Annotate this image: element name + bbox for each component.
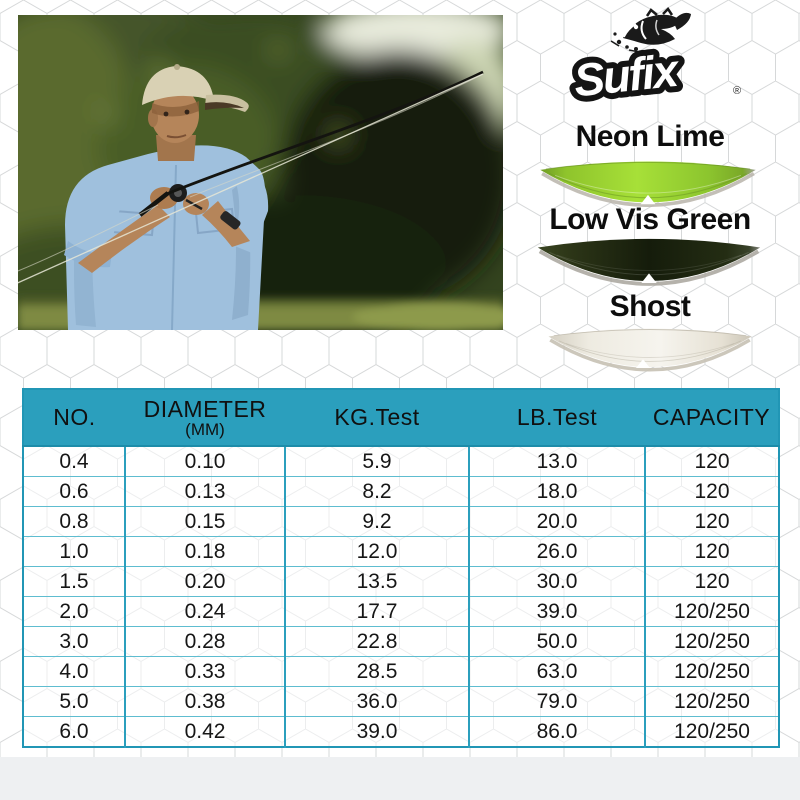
table-cell: 86.0 (468, 716, 645, 747)
table-cell: 18.0 (468, 476, 645, 507)
table-cell: 120 (644, 476, 779, 507)
table-cell: 120/250 (644, 626, 779, 657)
swatch-label-shost: Shost (609, 290, 691, 323)
table-cell: 3.0 (23, 626, 125, 657)
table-cell: 28.5 (284, 656, 469, 687)
col-header-kg-test: KG.Test (285, 389, 469, 447)
table-row: 1.5 0.20 13.5 30.0 120 (23, 566, 779, 597)
table-row: 0.4 0.10 5.9 13.0 120 (23, 446, 779, 477)
table-cell: 79.0 (468, 686, 645, 717)
table-row: 2.0 0.24 17.7 39.0 120/250 (23, 596, 779, 627)
table-cell: 0.28 (124, 626, 285, 657)
spec-table: NO. DIAMETER (MM) KG.Test LB.Test CAPACI… (22, 388, 780, 748)
spec-table-header: NO. DIAMETER (MM) KG.Test LB.Test CAPACI… (23, 389, 779, 447)
swatch-label-low-vis-green: Low Vis Green (549, 203, 751, 236)
table-cell: 120/250 (644, 656, 779, 687)
spool-low-vis-green (534, 232, 764, 286)
table-cell: 120/250 (644, 596, 779, 627)
bottom-band (0, 757, 800, 800)
table-cell: 9.2 (284, 506, 469, 537)
table-row: 3.0 0.28 22.8 50.0 120/250 (23, 626, 779, 657)
table-row: 0.6 0.13 8.2 18.0 120 (23, 476, 779, 507)
fishing-line-tail (18, 204, 159, 272)
col-header-capacity: CAPACITY (645, 389, 779, 447)
table-cell: 13.0 (468, 446, 645, 477)
spool-shost (545, 322, 755, 372)
table-cell: 120 (644, 446, 779, 477)
table-cell: 39.0 (284, 716, 469, 747)
fishing-rod (163, 70, 484, 197)
col-header-diameter: DIAMETER (MM) (125, 389, 285, 447)
table-cell: 26.0 (468, 536, 645, 567)
brand-logo: Sufix Sufix ® (565, 4, 750, 113)
table-cell: 0.20 (124, 566, 285, 597)
table-cell: 63.0 (468, 656, 645, 687)
table-cell: 0.13 (124, 476, 285, 507)
table-cell: 0.38 (124, 686, 285, 717)
brand-wordmark: Sufix Sufix (565, 38, 689, 113)
table-cell: 2.0 (23, 596, 125, 627)
table-row: 1.0 0.18 12.0 26.0 120 (23, 536, 779, 567)
table-cell: 120 (644, 506, 779, 537)
table-cell: 1.5 (23, 566, 125, 597)
fish-icon (610, 7, 691, 53)
table-cell: 0.18 (124, 536, 285, 567)
table-cell: 13.5 (284, 566, 469, 597)
table-cell: 120 (644, 536, 779, 567)
table-cell: 120/250 (644, 686, 779, 717)
table-cell: 5.0 (23, 686, 125, 717)
table-cell: 22.8 (284, 626, 469, 657)
spec-table-body: 0.4 0.10 5.9 13.0 120 0.6 0.13 8.2 18.0 120 0.8 0.1… (23, 446, 779, 747)
table-cell: 5.9 (284, 446, 469, 477)
swatch-label-neon-lime: Neon Lime (575, 120, 725, 153)
hero-photo (18, 15, 503, 330)
table-cell: 0.33 (124, 656, 285, 687)
registered-mark: ® (733, 85, 741, 97)
table-cell: 120/250 (644, 716, 779, 747)
table-cell: 12.0 (284, 536, 469, 567)
table-cell: 0.8 (23, 506, 125, 537)
table-row: 4.0 0.33 28.5 63.0 120/250 (23, 656, 779, 687)
table-cell: 8.2 (284, 476, 469, 507)
table-row: 0.8 0.15 9.2 20.0 120 (23, 506, 779, 537)
table-row: 6.0 0.42 39.0 86.0 120/250 (23, 716, 779, 747)
svg-text:Sufix: Sufix (571, 44, 683, 104)
table-cell: 39.0 (468, 596, 645, 627)
table-cell: 120 (644, 566, 779, 597)
table-cell: 50.0 (468, 626, 645, 657)
table-cell: 0.10 (124, 446, 285, 477)
table-cell: 17.7 (284, 596, 469, 627)
table-cell: 20.0 (468, 506, 645, 537)
col-header-lb-test: LB.Test (469, 389, 645, 447)
table-cell: 6.0 (23, 716, 125, 747)
table-row: 5.0 0.38 36.0 79.0 120/250 (23, 686, 779, 717)
table-cell: 0.15 (124, 506, 285, 537)
col-header-diameter-unit: (MM) (185, 419, 225, 439)
table-cell: 0.4 (23, 446, 125, 477)
table-cell: 0.42 (124, 716, 285, 747)
fishing-line-loop (189, 73, 484, 198)
col-header-diameter-title: DIAMETER (143, 395, 267, 422)
table-cell: 36.0 (284, 686, 469, 717)
table-cell: 0.6 (23, 476, 125, 507)
table-cell: 1.0 (23, 536, 125, 567)
fishing-photo-illustration (18, 15, 503, 330)
fishing-line (18, 73, 484, 284)
table-cell: 4.0 (23, 656, 125, 687)
table-cell: 0.24 (124, 596, 285, 627)
col-header-no: NO. (23, 389, 125, 447)
fisherman-figure (64, 64, 269, 330)
table-cell: 30.0 (468, 566, 645, 597)
spool-neon-lime (533, 155, 763, 207)
